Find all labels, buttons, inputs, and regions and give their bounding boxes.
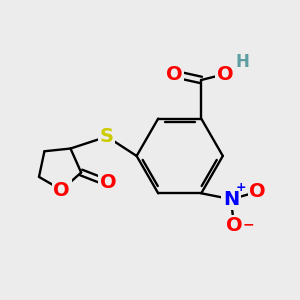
Text: +: + [236,182,247,194]
Text: O: O [217,64,233,83]
Text: S: S [100,127,114,146]
Text: N: N [223,190,239,209]
Text: −: − [242,218,254,232]
Text: O: O [249,182,266,201]
Text: O: O [53,181,70,200]
Text: O: O [226,217,242,236]
Text: H: H [236,53,250,71]
Text: O: O [100,173,116,192]
Text: O: O [166,64,183,83]
